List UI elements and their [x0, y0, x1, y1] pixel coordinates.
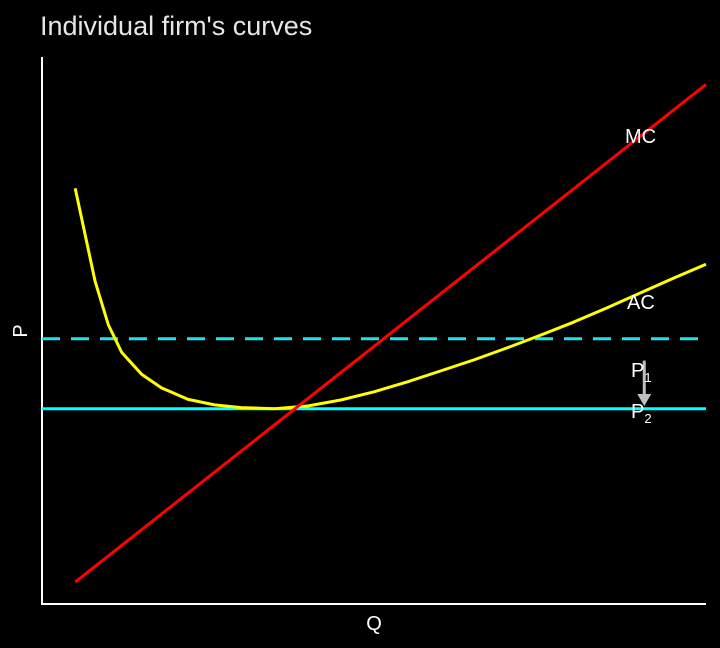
series-label-p1: P1 — [631, 360, 652, 385]
down-arrow-icon — [637, 360, 652, 406]
chart-title: Individual firm's curves — [40, 11, 312, 41]
x-axis-label: Q — [366, 613, 382, 635]
p2-label-subscript: 2 — [644, 411, 651, 426]
y-axis-label: P — [10, 324, 32, 337]
series-layer — [42, 83, 707, 584]
series-line-ac — [73, 187, 707, 411]
p1-label-subscript: 1 — [644, 370, 651, 385]
series-label-mc: MC — [625, 126, 656, 148]
series-label-p2: P2 — [631, 401, 652, 426]
arrow-head — [637, 393, 652, 406]
annotation-layer — [637, 360, 652, 406]
series-line-mc — [74, 83, 707, 584]
series-label-ac: AC — [627, 292, 655, 314]
p1-label-main: P — [631, 360, 644, 382]
p2-label-main: P — [631, 401, 644, 423]
